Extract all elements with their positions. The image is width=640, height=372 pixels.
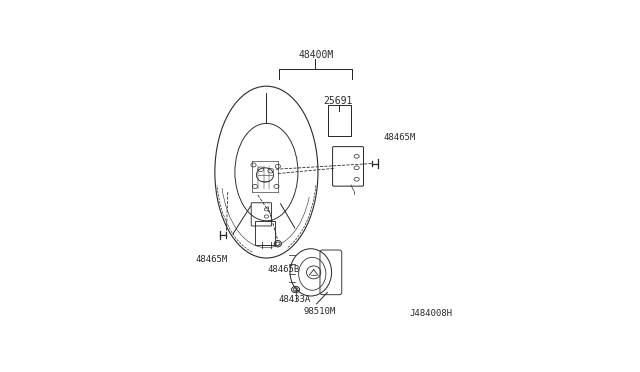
Text: 48400M: 48400M — [299, 50, 334, 60]
Text: J484008H: J484008H — [410, 309, 452, 318]
Text: 48465B: 48465B — [268, 265, 300, 274]
Text: 98510M: 98510M — [303, 307, 335, 316]
Text: 48465M: 48465M — [384, 133, 416, 142]
Text: 48465M: 48465M — [196, 255, 228, 264]
Bar — [328, 105, 351, 136]
Text: 25691: 25691 — [323, 96, 353, 106]
Text: 48433A: 48433A — [279, 295, 311, 304]
